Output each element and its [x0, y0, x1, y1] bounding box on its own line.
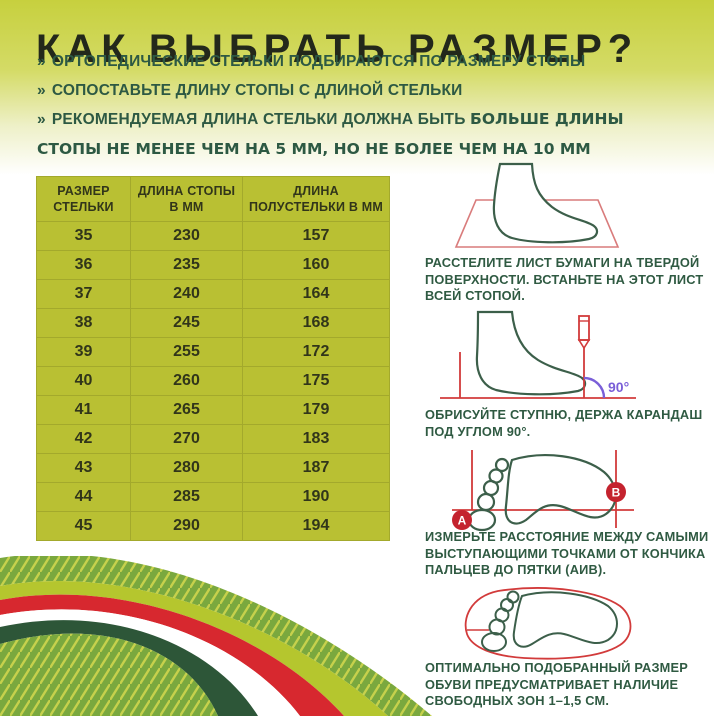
table-cell: 41: [36, 395, 131, 425]
bullet-marker: »: [37, 81, 46, 99]
table-cell: 160: [242, 250, 390, 280]
size-table-header-cell: ДЛИНА ПОЛУСТЕЛЬКИ В ММ: [242, 176, 390, 222]
table-cell: 270: [130, 424, 243, 454]
table-cell: 35: [36, 221, 131, 251]
bullet-item: » РЕКОМЕНДУЕМАЯ ДЛИНА СТЕЛЬКИ ДОЛЖНА БЫТЬ…: [37, 105, 641, 164]
table-cell: 175: [242, 366, 390, 396]
table-cell: 45: [36, 511, 131, 541]
table-cell: 285: [130, 482, 243, 512]
table-row: 45 290 194: [36, 511, 390, 541]
table-cell: 157: [242, 221, 390, 251]
pencil-icon: [577, 315, 591, 350]
table-cell: 172: [242, 337, 390, 367]
bullet-list: » ОРТОПЕДИЧЕСКИЕ СТЕЛЬКИ ПОДБИРАЮТСЯ ПО Р…: [37, 48, 641, 164]
table-cell: 164: [242, 279, 390, 309]
point-b-label: В: [612, 486, 621, 500]
angle-label: 90°: [608, 379, 629, 395]
table-cell: 265: [130, 395, 243, 425]
size-table-body: 35 230 157 36 235 160 37 240 164 38 245 168 39 255 172…: [36, 221, 390, 541]
table-row: 39 255 172: [36, 337, 390, 367]
size-table-header-cell: ДЛИНА СТОПЫ В ММ: [130, 176, 243, 222]
footprint-outline: [467, 454, 617, 532]
table-cell: 168: [242, 308, 390, 338]
point-a-label: А: [458, 514, 467, 528]
footprint-outline: [481, 590, 618, 652]
point-a-badge: А: [452, 510, 472, 530]
bullet-item: » ОРТОПЕДИЧЕСКИЕ СТЕЛЬКИ ПОДБИРАЮТСЯ ПО Р…: [37, 48, 641, 77]
instruction-text: ОПТИМАЛЬНО ПОДОБРАННЫЙ РАЗМЕР ОБУВИ ПРЕД…: [425, 660, 689, 709]
table-cell: 235: [130, 250, 243, 280]
table-cell: 38: [36, 308, 131, 338]
footprint-optimal-size-icon: [464, 587, 632, 660]
table-cell: 40: [36, 366, 131, 396]
foot-on-paper-icon: [454, 162, 620, 248]
swoosh-white-band: [0, 609, 300, 716]
swoosh-red-band: [0, 594, 344, 716]
bullet-text-strong: БОЛЬШЕ ДЛИНЫ СТОПЫ НЕ МЕНЕЕ ЧЕМ НА 5 ММ,…: [37, 110, 624, 158]
table-row: 43 280 187: [36, 453, 390, 483]
table-cell: 290: [130, 511, 243, 541]
swoosh-dark-green-band: [0, 620, 258, 716]
foot-outline: [475, 310, 587, 396]
table-cell: 42: [36, 424, 131, 454]
header-gradient: [0, 0, 714, 175]
table-row: 41 265 179: [36, 395, 390, 425]
instruction-text: РАССТЕЛИТЕ ЛИСТ БУМАГИ НА ТВЕРДОЙ ПОВЕРХ…: [425, 255, 704, 304]
table-row: 36 235 160: [36, 250, 390, 280]
table-cell: 240: [130, 279, 243, 309]
table-cell: 36: [36, 250, 131, 280]
table-row: 42 270 183: [36, 424, 390, 454]
point-b-badge: В: [606, 482, 626, 502]
table-cell: 179: [242, 395, 390, 425]
size-table-header-cell: РАЗМЕР СТЕЛЬКИ: [36, 176, 131, 222]
instruction-text: ОБРИСУЙТЕ СТУПНЮ, ДЕРЖА КАРАНДАШ ПОД УГЛ…: [425, 407, 703, 439]
table-row: 38 245 168: [36, 308, 390, 338]
table-cell: 245: [130, 308, 243, 338]
table-cell: 187: [242, 453, 390, 483]
table-row: 44 285 190: [36, 482, 390, 512]
size-table: РАЗМЕР СТЕЛЬКИ ДЛИНА СТОПЫ В ММ ДЛИНА ПОЛУ…: [36, 176, 390, 541]
table-cell: 255: [130, 337, 243, 367]
shoe-outline: [464, 587, 632, 660]
page-title: КАК ВЫБРАТЬ РАЗМЕР?: [36, 26, 639, 71]
foot-outline: [492, 162, 599, 244]
size-table-header-row: РАЗМЕР СТЕЛЬКИ ДЛИНА СТОПЫ В ММ ДЛИНА ПОЛУ…: [36, 176, 390, 222]
table-cell: 194: [242, 511, 390, 541]
table-cell: 44: [36, 482, 131, 512]
instruction-text: ИЗМЕРЬТЕ РАССТОЯНИЕ МЕЖДУ САМЫМИ ВЫСТУПА…: [425, 529, 709, 578]
bullet-text: ОРТОПЕДИЧЕСКИЕ СТЕЛЬКИ ПОДБИРАЮТСЯ ПО РА…: [51, 53, 586, 70]
table-cell: 190: [242, 482, 390, 512]
table-row: 37 240 164: [36, 279, 390, 309]
table-cell: 280: [130, 453, 243, 483]
table-cell: 37: [36, 279, 131, 309]
table-cell: 230: [130, 221, 243, 251]
swoosh-hatched-band: [0, 556, 432, 716]
foot-tracing-pencil-icon: 90°: [440, 310, 636, 399]
table-cell: 39: [36, 337, 131, 367]
table-cell: 260: [130, 366, 243, 396]
decorative-swoosh: [0, 556, 432, 716]
table-row: 40 260 175: [36, 366, 390, 396]
table-cell: 43: [36, 453, 131, 483]
table-row: 35 230 157: [36, 221, 390, 251]
footprint-measure-icon: А В: [452, 450, 634, 532]
swoosh-hatched-fill: [0, 633, 218, 716]
paper-sheet-outline: [454, 199, 620, 248]
bullet-item: » СОПОСТАВЬТЕ ДЛИНУ СТОПЫ С ДЛИНОЙ СТЕЛЬК…: [37, 77, 641, 106]
angle-arc: [583, 376, 606, 399]
swoosh-yellow-band: [0, 581, 388, 716]
table-cell: 183: [242, 424, 390, 454]
bullet-text: РЕКОМЕНДУЕМАЯ ДЛИНА СТЕЛЬКИ ДОЛЖНА БЫТЬ: [51, 111, 471, 128]
bullet-marker: »: [37, 111, 46, 128]
bullet-text: СОПОСТАВЬТЕ ДЛИНУ СТОПЫ С ДЛИНОЙ СТЕЛЬКИ: [51, 81, 463, 99]
bullet-marker: »: [37, 53, 46, 70]
